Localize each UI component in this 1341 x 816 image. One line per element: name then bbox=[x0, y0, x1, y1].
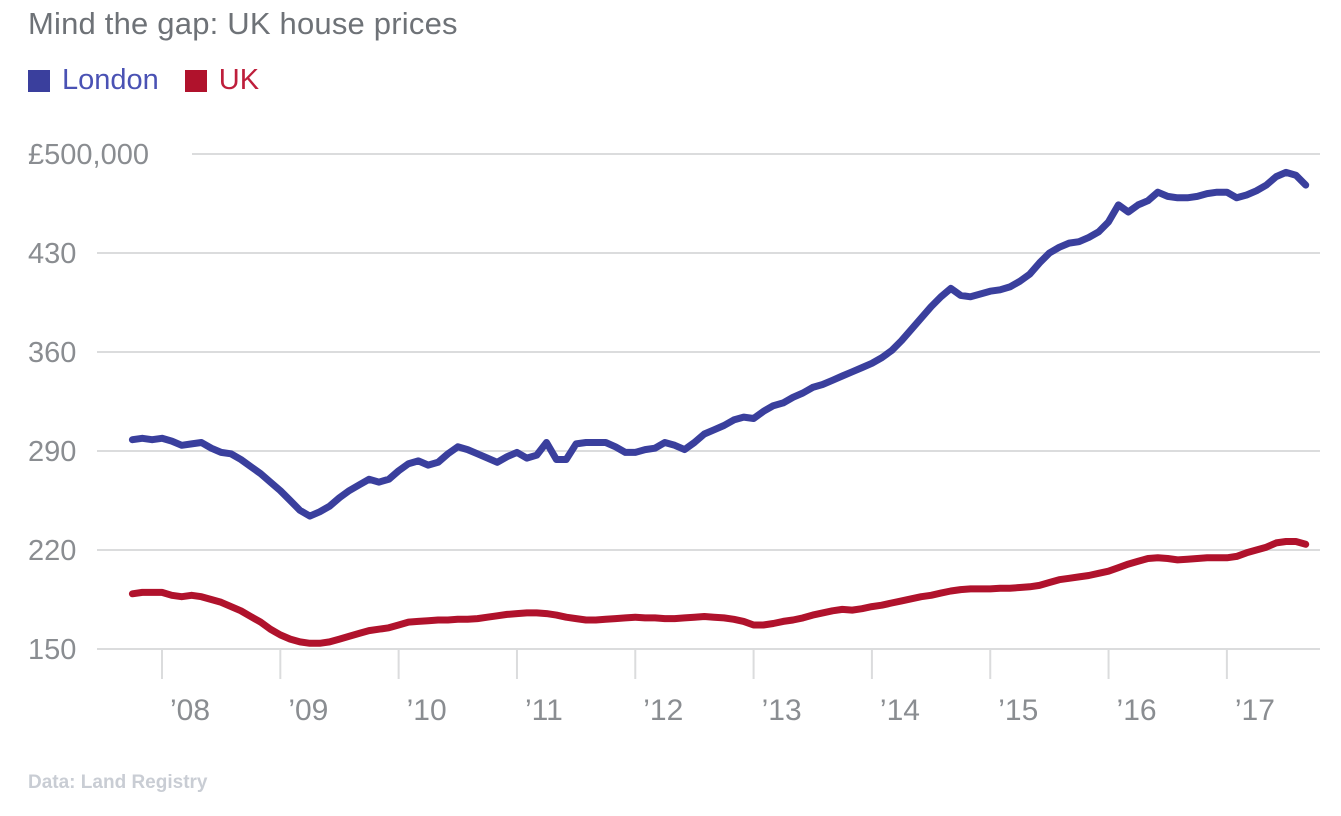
price-chart: £500,000 430 360 290 220 150 ’08 ’09 ’10 ’11 ’12 ’1… bbox=[28, 139, 1320, 727]
x-axis-label: ’17 bbox=[1235, 694, 1275, 727]
y-axis-label: 220 bbox=[28, 535, 76, 567]
y-axis-label: 360 bbox=[28, 337, 76, 369]
legend-label-london: London bbox=[62, 64, 159, 96]
y-axis-label: £500,000 bbox=[28, 139, 149, 171]
london-line bbox=[128, 168, 1310, 520]
x-axis-label: ’16 bbox=[1117, 694, 1157, 727]
x-axis-label: ’14 bbox=[880, 694, 920, 727]
y-axis-label: 290 bbox=[28, 436, 76, 468]
x-axis-label: ’15 bbox=[998, 694, 1038, 727]
legend: London UK bbox=[28, 66, 259, 95]
x-axis-label: ’08 bbox=[170, 694, 210, 727]
x-axis-label: ’10 bbox=[407, 694, 447, 727]
x-axis-label: ’11 bbox=[525, 694, 563, 727]
uk-line bbox=[128, 538, 1310, 647]
x-axis-label: ’12 bbox=[643, 694, 683, 727]
source-note: Data: Land Registry bbox=[28, 772, 208, 793]
chart-title: Mind the gap: UK house prices bbox=[28, 6, 458, 41]
y-axis-label: 150 bbox=[28, 634, 76, 666]
uk-swatch-icon bbox=[184, 69, 207, 92]
x-axis-label: ’09 bbox=[288, 694, 328, 727]
legend-item-uk: UK bbox=[184, 64, 260, 96]
y-axis-label: 430 bbox=[28, 238, 76, 270]
x-axis-label: ’13 bbox=[762, 694, 802, 727]
legend-item-london: London bbox=[28, 66, 159, 95]
london-swatch-icon bbox=[28, 69, 50, 92]
legend-label-uk: UK bbox=[218, 64, 260, 96]
